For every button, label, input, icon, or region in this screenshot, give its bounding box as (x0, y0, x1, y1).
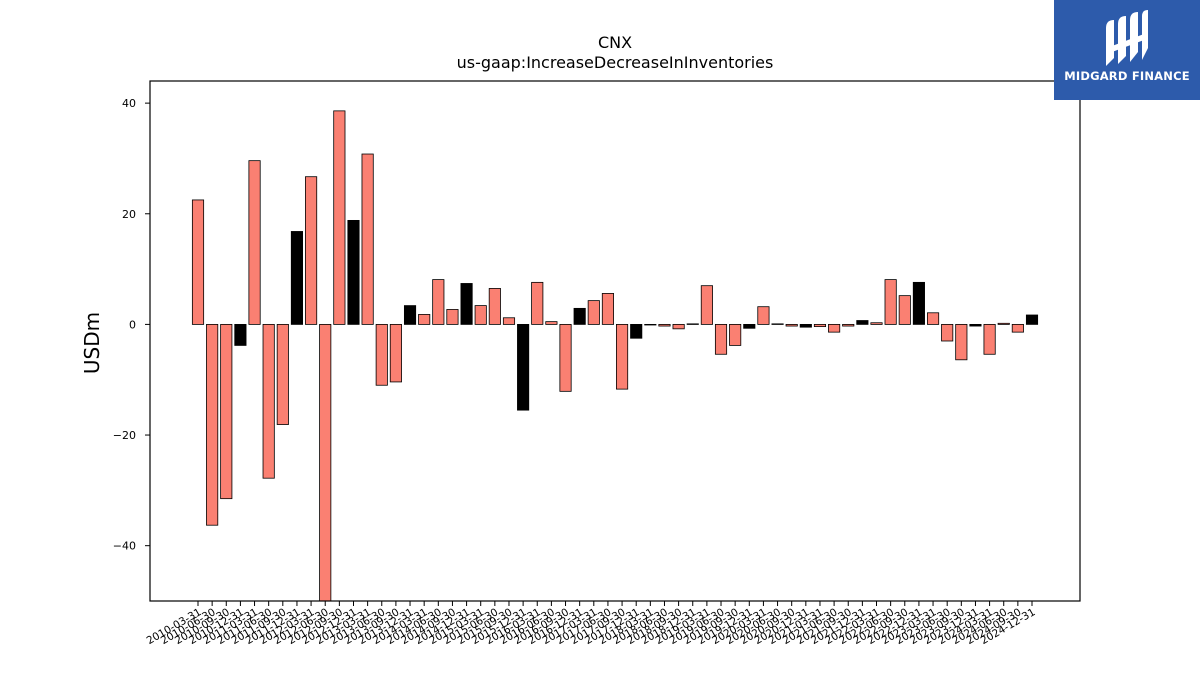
y-tick-label: 40 (122, 97, 136, 110)
bar-2014-12-31 (460, 283, 473, 325)
bar-2011-12-31 (290, 231, 304, 325)
bar-2022-12-31 (912, 281, 925, 325)
bar-2019-12-31 (743, 323, 756, 329)
bar-2014-09-30 (446, 309, 459, 325)
bar-2016-09-30 (559, 323, 572, 392)
bar-2014-03-31 (418, 314, 431, 325)
chart-title: CNX (598, 33, 632, 52)
bar-2019-09-30 (729, 323, 742, 346)
bar-2010-06-30 (206, 323, 219, 526)
bar-2018-12-31 (686, 323, 699, 325)
midgard-finance-watermark: MIDGARD FINANCE (1054, 0, 1200, 100)
bar-2015-03-31 (474, 305, 487, 325)
bar-2022-06-30 (884, 279, 897, 325)
bar-2018-03-31 (644, 323, 657, 326)
bar-2021-09-30 (842, 323, 855, 327)
bar-2015-09-30 (502, 317, 516, 325)
bar-2012-06-30 (319, 323, 332, 602)
bar-2023-03-31 (927, 312, 940, 325)
plot-frame (149, 80, 1081, 602)
brand-name: MIDGARD FINANCE (1064, 69, 1190, 83)
bars-group (191, 110, 1039, 602)
bar-2011-09-30 (276, 323, 289, 425)
bar-2018-09-30 (672, 323, 685, 330)
bar-2024-12-31 (1025, 314, 1039, 325)
bar-2021-03-31 (813, 323, 827, 328)
bar-2014-06-30 (432, 279, 445, 325)
bar-2013-09-30 (389, 323, 402, 383)
bar-2017-06-30 (601, 293, 614, 325)
bar-2010-09-30 (220, 323, 233, 500)
bar-2013-12-31 (403, 305, 417, 325)
bar-2018-06-30 (658, 323, 671, 327)
bar-2024-03-31 (983, 323, 996, 355)
bar-2023-12-31 (969, 323, 982, 327)
bar-2015-12-31 (517, 323, 530, 411)
bar-2017-03-31 (587, 300, 600, 325)
bar-2019-06-30 (714, 323, 728, 355)
bar-2021-06-30 (828, 323, 841, 333)
bar-2022-03-31 (870, 322, 883, 325)
bar-2013-06-30 (375, 323, 388, 386)
bar-2017-12-31 (630, 323, 643, 339)
y-tick-label: 0 (129, 318, 136, 331)
y-tick-label: −40 (113, 540, 136, 553)
bar-2013-03-31 (361, 153, 374, 325)
bar-2016-03-31 (531, 281, 544, 325)
chart-subtitle: us-gaap:IncreaseDecreaseInInventories (457, 53, 774, 72)
bar-2017-09-30 (616, 323, 629, 390)
y-tick-label: −20 (113, 429, 136, 442)
bar-2011-06-30 (262, 323, 275, 479)
bar-2020-12-31 (799, 323, 812, 328)
bar-2021-12-31 (856, 320, 869, 325)
bar-2010-03-31 (191, 199, 205, 325)
bar-2024-09-30 (1011, 323, 1024, 333)
bar-2011-03-31 (248, 160, 261, 325)
bar-2020-03-31 (757, 306, 770, 325)
y-tick-label: 20 (122, 208, 136, 221)
y-ticks-group: −40 −20 0 20 40 (113, 97, 150, 553)
bar-2016-12-31 (573, 307, 586, 325)
bar-2020-06-30 (771, 323, 784, 325)
bar-2012-09-30 (333, 110, 346, 325)
bar-2022-09-30 (898, 295, 911, 325)
bar-2023-09-30 (955, 323, 968, 361)
x-ticks-group: 2010-03-312010-06-302010-09-302010-12-31… (145, 601, 1038, 647)
y-axis-label: USDm (80, 312, 104, 374)
bar-2023-06-30 (941, 323, 954, 342)
bar-2019-03-31 (700, 285, 713, 325)
bar-2015-06-30 (488, 288, 501, 325)
bar-2012-12-31 (347, 219, 360, 325)
bar-2016-06-30 (545, 321, 558, 325)
bar-2024-06-30 (997, 322, 1010, 325)
bar-2010-12-31 (234, 323, 247, 346)
bar-2012-03-31 (305, 176, 318, 325)
midgard-logo-icon (1106, 10, 1148, 66)
bar-2020-09-30 (785, 323, 798, 327)
